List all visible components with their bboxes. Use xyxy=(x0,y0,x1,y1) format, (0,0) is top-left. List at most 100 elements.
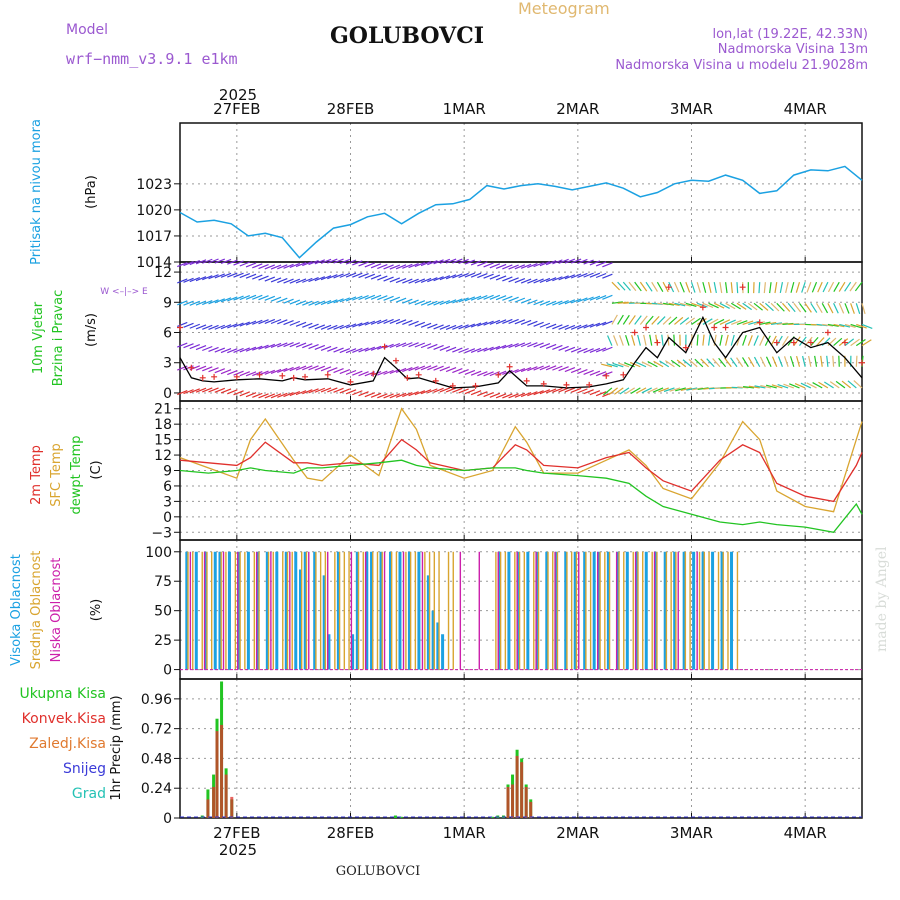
wind-arrow xyxy=(239,321,251,327)
wind-arrow xyxy=(545,300,557,306)
wind-arrow xyxy=(214,387,226,393)
wind-arrow xyxy=(283,278,294,284)
wind-arrow xyxy=(452,273,463,279)
wind-arrow xyxy=(458,258,469,264)
wind-arrow xyxy=(214,324,226,330)
wind-arrow xyxy=(814,355,818,367)
wind-arrow xyxy=(539,322,551,328)
wind-arrow xyxy=(583,369,594,375)
wind-arrow xyxy=(227,323,238,329)
wind-arrow xyxy=(668,302,680,307)
wind-arrow xyxy=(289,342,301,348)
wind-arrow xyxy=(195,300,207,306)
wind-arrow xyxy=(470,347,482,354)
wind-arrow xyxy=(502,318,513,325)
wind-arrow xyxy=(545,260,557,266)
wind-arrow xyxy=(308,323,319,329)
wind-arrow xyxy=(508,393,519,399)
wind-arrow xyxy=(833,281,840,293)
wind-arrow xyxy=(602,346,613,352)
wind-arrow xyxy=(679,302,691,307)
wind-arrow xyxy=(345,348,357,354)
wind-arrow xyxy=(414,321,426,327)
wind-arrow xyxy=(662,302,675,306)
wind-arrow xyxy=(383,393,394,399)
wind-arrow xyxy=(264,369,276,375)
wind-arrow xyxy=(539,300,551,306)
wind-arrow xyxy=(802,355,806,367)
wind-arrow xyxy=(602,371,613,377)
wind-arrow xyxy=(289,278,301,284)
wind-arrow xyxy=(595,272,607,279)
wind-arrow xyxy=(495,393,507,399)
wind-arrow xyxy=(214,368,226,374)
wind-arrow xyxy=(527,391,538,397)
wind-arrow xyxy=(358,261,369,267)
wind-arrow xyxy=(855,355,858,367)
wind-arrow xyxy=(702,318,713,325)
wind-arrow xyxy=(658,387,669,393)
wind-arrow xyxy=(389,277,401,283)
wind-arrow xyxy=(264,276,276,282)
wind-arrow xyxy=(673,334,676,346)
wind-arrow xyxy=(641,361,652,368)
wind-arrow xyxy=(414,390,426,396)
wind-arrow xyxy=(685,317,696,325)
wind-arrow xyxy=(508,318,519,325)
wind-arrow xyxy=(664,360,675,368)
wind-arrow xyxy=(730,357,738,368)
wind-arrow xyxy=(483,294,494,300)
wind-arrow xyxy=(320,300,332,306)
wind-arrow xyxy=(647,360,658,368)
wind-arrow xyxy=(629,361,641,368)
wind-arrow xyxy=(764,335,771,346)
wind-arrow xyxy=(433,387,444,393)
wind-arrow xyxy=(295,278,307,284)
wind-arrow xyxy=(520,298,532,304)
wind-arrow xyxy=(445,258,457,264)
wind-arrow xyxy=(742,320,754,326)
wind-arrow xyxy=(245,392,257,398)
wind-arrow xyxy=(712,358,721,368)
wind-ytick-label: 12 xyxy=(154,265,172,281)
wind-arrow xyxy=(770,322,783,326)
wind-gust-mark xyxy=(603,372,610,379)
model-label: Model xyxy=(66,22,108,38)
wind-arrow xyxy=(741,357,749,368)
wind-arrow xyxy=(345,296,357,302)
wind-arrow xyxy=(433,324,444,330)
wind-arrow xyxy=(183,277,194,283)
wind-arrow xyxy=(833,337,843,347)
wind-arrow xyxy=(439,275,451,281)
wind-arrow xyxy=(245,320,257,326)
wind-unit: (m/s) xyxy=(84,313,99,347)
wind-arrow xyxy=(508,296,519,302)
wind-arrow xyxy=(785,282,789,293)
wind-arrow xyxy=(694,358,704,368)
wind-arrow xyxy=(339,272,351,278)
wind-arrow xyxy=(514,319,526,325)
wind-arrow xyxy=(595,321,607,327)
wind-arrow xyxy=(827,281,835,293)
wind-arrow xyxy=(564,324,576,331)
wind-arrow xyxy=(558,300,569,306)
wind-arrow xyxy=(552,276,563,282)
wind-arrow xyxy=(202,387,213,393)
wind-arrow xyxy=(826,355,829,367)
wind-arrow xyxy=(783,383,795,389)
wind-arrow xyxy=(233,370,244,376)
wind-gust-mark xyxy=(699,304,706,311)
wind-arrow xyxy=(771,384,783,389)
wind-gust-mark xyxy=(665,284,672,291)
wind-arrow xyxy=(208,299,219,305)
wind-arrow xyxy=(445,299,457,305)
x-label-top: 2MAR xyxy=(556,100,599,118)
wind-arrow xyxy=(743,385,755,389)
temp-ylabel-sfc: SFC Temp xyxy=(49,443,64,507)
wind-arrow xyxy=(283,366,294,373)
wind-arrow xyxy=(295,300,307,306)
wind-arrow xyxy=(611,314,618,325)
wind-arrow xyxy=(327,387,338,393)
wind-arrow xyxy=(564,367,576,373)
